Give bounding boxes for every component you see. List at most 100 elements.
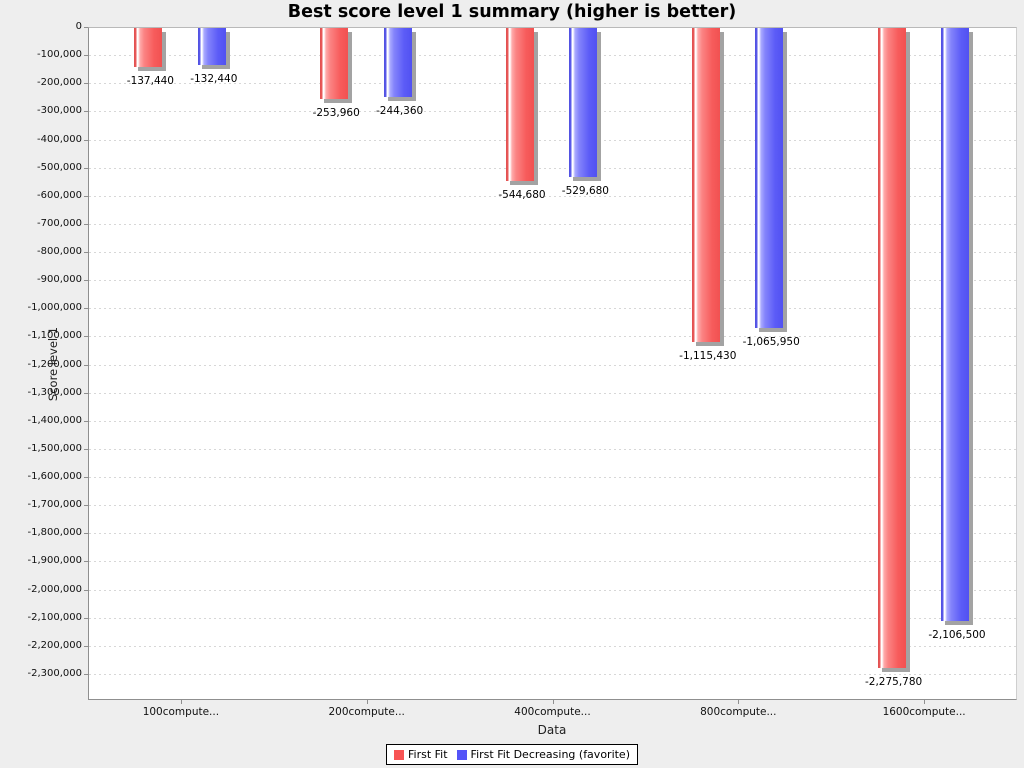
y-tick-mark: [84, 336, 88, 337]
gridline: [89, 590, 1016, 591]
bar-value-label: -529,680: [561, 185, 609, 197]
bar-value-label: -2,275,780: [864, 676, 923, 688]
gridline: [89, 308, 1016, 309]
x-tick-mark: [552, 700, 554, 704]
y-tick-mark: [84, 646, 88, 647]
y-tick-label: -200,000: [37, 77, 82, 88]
y-tick-label: -1,200,000: [27, 359, 82, 370]
bar-value-label: -137,440: [126, 75, 174, 87]
y-tick-label: 0: [75, 21, 82, 32]
y-tick-mark: [84, 674, 88, 675]
y-tick-mark: [84, 280, 88, 281]
x-tick-mark: [366, 700, 368, 704]
y-tick-mark: [84, 590, 88, 591]
x-category-label: 200compute...: [328, 706, 405, 718]
y-tick-mark: [84, 308, 88, 309]
gridline: [89, 674, 1016, 675]
y-tick-label: -2,000,000: [27, 584, 82, 595]
y-tick-label: -2,100,000: [27, 612, 82, 623]
bar-value-label: -253,960: [312, 107, 360, 119]
x-tick-mark: [924, 700, 926, 704]
y-tick-mark: [84, 196, 88, 197]
plot-area: -137,440 -132,440 -253,960 -244,360 -544,680…: [88, 27, 1017, 700]
y-tick-label: -2,300,000: [27, 668, 82, 679]
gridline: [89, 336, 1016, 337]
bar-first-fit-decreasing: [383, 28, 412, 97]
gridline: [89, 421, 1016, 422]
y-tick-label: -1,800,000: [27, 527, 82, 538]
bar-value-label: -2,106,500: [928, 629, 986, 641]
gridline: [89, 449, 1016, 450]
bar-value-label: -132,440: [190, 73, 238, 85]
y-tick-mark: [84, 618, 88, 619]
y-tick-mark: [84, 168, 88, 169]
gridline: [89, 646, 1016, 647]
gridline: [89, 140, 1016, 141]
y-tick-label: -1,900,000: [27, 555, 82, 566]
bar-first-fit: [506, 28, 534, 181]
y-tick-label: -1,600,000: [27, 471, 82, 482]
y-tick-label: -1,500,000: [27, 443, 82, 454]
gridline: [89, 365, 1016, 366]
y-tick-mark: [84, 561, 88, 562]
x-category-label: 1600compute...: [882, 706, 966, 718]
gridline: [89, 83, 1016, 84]
legend-item: First Fit Decreasing (favorite): [456, 748, 630, 761]
y-tick-mark: [84, 421, 88, 422]
y-tick-mark: [84, 477, 88, 478]
y-tick-mark: [84, 252, 88, 253]
gridline: [89, 280, 1016, 281]
legend: First Fit First Fit Decreasing (favorite): [386, 744, 638, 765]
y-tick-label: -100,000: [37, 49, 82, 60]
gridline: [89, 55, 1016, 56]
y-tick-label: -1,700,000: [27, 499, 82, 510]
y-tick-label: -2,200,000: [27, 640, 82, 651]
y-tick-mark: [84, 140, 88, 141]
bar-first-fit: [320, 28, 349, 99]
y-tick-label: -400,000: [37, 134, 82, 145]
y-tick-mark: [84, 393, 88, 394]
legend-label: First Fit: [408, 748, 448, 761]
y-tick-mark: [84, 111, 88, 112]
gridline: [89, 505, 1016, 506]
gridline: [89, 224, 1016, 225]
y-tick-label: -300,000: [37, 105, 82, 116]
gridline: [89, 618, 1016, 619]
y-tick-label: -600,000: [37, 190, 82, 201]
y-tick-mark: [84, 83, 88, 84]
gridline: [89, 533, 1016, 534]
bar-first-fit: [877, 28, 906, 668]
y-tick-mark: [84, 55, 88, 56]
gridline: [89, 111, 1016, 112]
y-tick-mark: [84, 365, 88, 366]
gridline: [89, 168, 1016, 169]
y-tick-mark: [84, 224, 88, 225]
x-tick-mark: [738, 700, 740, 704]
bar-first-fit-decreasing: [197, 28, 226, 65]
x-category-label: 800compute...: [700, 706, 777, 718]
y-tick-label: -1,100,000: [27, 330, 82, 341]
gridline: [89, 252, 1016, 253]
gridline: [89, 393, 1016, 394]
y-tick-mark: [84, 27, 88, 28]
y-tick-label: -1,400,000: [27, 415, 82, 426]
bar-first-fit: [691, 28, 720, 342]
y-tick-mark: [84, 449, 88, 450]
gridline: [89, 561, 1016, 562]
x-category-label: 100compute...: [142, 706, 220, 718]
y-tick-mark: [84, 533, 88, 534]
legend-item: First Fit: [394, 748, 448, 761]
y-tick-label: -700,000: [37, 218, 82, 229]
chart-title: Best score level 1 summary (higher is be…: [287, 2, 737, 22]
bar-value-label: -1,115,430: [679, 350, 737, 362]
y-tick-label: -900,000: [37, 274, 82, 285]
bar-value-label: -1,065,950: [742, 336, 800, 348]
bar-value-label: -244,360: [375, 105, 424, 117]
y-tick-label: -800,000: [37, 246, 82, 257]
bar-first-fit-decreasing: [569, 28, 598, 177]
y-tick-label: -500,000: [37, 162, 82, 173]
legend-swatch-first-fit: [394, 749, 404, 760]
x-tick-mark: [180, 700, 182, 704]
bar-first-fit-decreasing: [941, 28, 969, 621]
